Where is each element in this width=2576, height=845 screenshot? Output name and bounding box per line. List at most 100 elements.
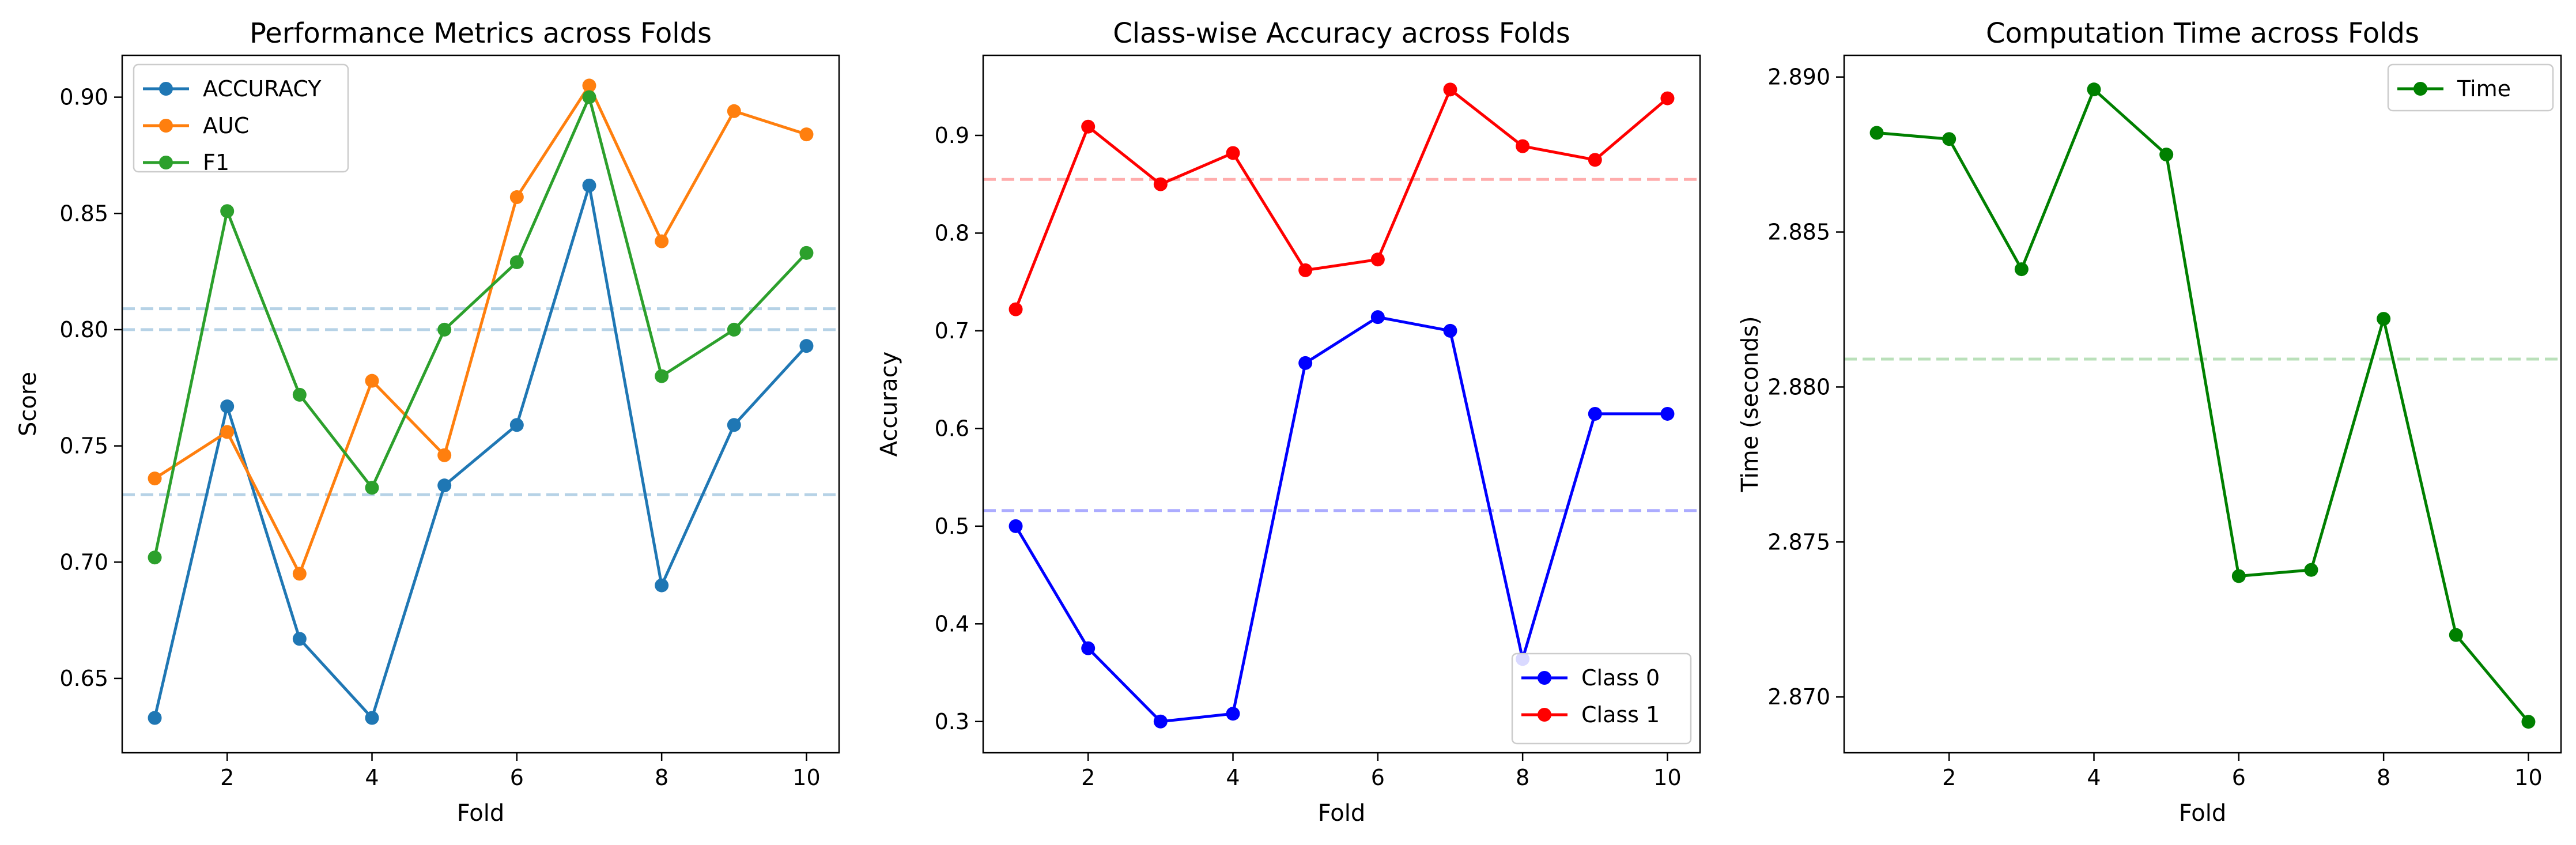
legend-label: ACCURACY <box>203 76 322 101</box>
data-point <box>1869 126 1884 140</box>
y-tick-label: 0.75 <box>59 433 108 459</box>
x-tick-label: 8 <box>655 765 668 790</box>
x-tick-label: 2 <box>1081 765 1095 790</box>
y-tick-label: 0.4 <box>935 611 969 636</box>
data-point <box>2159 148 2174 162</box>
data-point <box>1153 177 1168 191</box>
data-point <box>1942 132 1956 146</box>
legend-label: Class 0 <box>1581 665 1660 691</box>
series-line <box>1876 88 2530 723</box>
legend-marker <box>159 119 173 133</box>
data-point <box>292 387 307 402</box>
data-point <box>727 104 741 118</box>
x-tick-label: 10 <box>2514 765 2542 790</box>
x-tick-label: 10 <box>1653 765 1681 790</box>
y-tick-label: 0.6 <box>935 416 969 441</box>
data-point <box>582 90 596 104</box>
series-line <box>153 96 808 558</box>
data-point <box>2377 312 2391 326</box>
data-point <box>727 322 741 337</box>
data-point <box>2231 569 2246 583</box>
x-tick-label: 8 <box>1516 765 1529 790</box>
data-point <box>148 550 162 565</box>
legend-marker <box>159 82 173 96</box>
plot-frame <box>121 54 840 754</box>
data-point <box>1588 153 1602 167</box>
chart-title: Class-wise Accuracy across Folds <box>1113 17 1570 50</box>
data-point <box>1081 641 1096 655</box>
x-tick-label: 8 <box>2377 765 2390 790</box>
data-point <box>1226 707 1240 721</box>
y-axis-label: Accuracy <box>876 352 902 457</box>
y-axis-label: Time (seconds) <box>1737 316 1763 492</box>
data-point <box>220 399 235 414</box>
x-tick-label: 4 <box>2087 765 2101 790</box>
data-point <box>1009 302 1023 316</box>
data-point <box>292 567 307 581</box>
legend-label: Time <box>2457 76 2511 101</box>
series-line <box>153 184 808 719</box>
data-point <box>1588 406 1602 421</box>
data-point <box>220 204 235 218</box>
y-axis-label: Score <box>15 372 41 436</box>
legend-marker <box>1538 671 1551 685</box>
x-tick-label: 6 <box>1371 765 1385 790</box>
chart-title: Computation Time across Folds <box>1986 17 2419 50</box>
data-point <box>1226 146 1240 160</box>
y-tick-label: 0.8 <box>935 220 969 246</box>
legend-label: Class 1 <box>1581 702 1660 727</box>
y-tick-label: 0.85 <box>59 201 108 226</box>
data-point <box>1153 714 1168 729</box>
data-point <box>292 632 307 646</box>
data-point <box>1443 82 1457 97</box>
data-point <box>2014 262 2029 277</box>
legend-marker <box>1538 708 1551 722</box>
y-tick-label: 0.65 <box>59 666 108 691</box>
data-point <box>1660 406 1675 421</box>
data-point <box>1660 91 1675 105</box>
data-point <box>655 234 669 248</box>
chart-2: 2 4 6 8 10 0.3 0.4 0.5 0.6 0.7 0.8 0.9 Class-wise Ac… <box>876 17 1701 827</box>
plot-frame <box>1843 54 2562 754</box>
x-tick-label: 10 <box>792 765 820 790</box>
x-tick-label: 2 <box>220 765 234 790</box>
y-tick-label: 2.875 <box>1767 529 1830 554</box>
data-point <box>2304 563 2318 577</box>
x-axis-label: Fold <box>2179 800 2227 827</box>
x-tick-label: 6 <box>510 765 524 790</box>
data-point <box>509 190 524 205</box>
y-tick-label: 2.880 <box>1767 374 1830 399</box>
y-tick-label: 0.9 <box>935 123 969 148</box>
y-tick-label: 0.5 <box>935 514 969 539</box>
data-point <box>2521 715 2536 729</box>
x-axis-label: Fold <box>1318 800 1366 827</box>
data-point <box>1298 263 1313 277</box>
data-point <box>582 178 596 193</box>
data-point <box>1516 139 1530 153</box>
y-tick-label: 2.885 <box>1767 220 1830 245</box>
y-tick-label: 2.870 <box>1767 684 1830 710</box>
series-line <box>1014 315 1668 723</box>
data-point <box>1009 519 1023 533</box>
x-tick-label: 4 <box>1226 765 1240 790</box>
data-point <box>2449 628 2463 642</box>
x-tick-label: 4 <box>365 765 379 790</box>
data-point <box>437 478 452 493</box>
data-point <box>148 711 162 725</box>
chart-3: 2 4 6 8 10 2.870 2.875 2.880 2.885 2.890 Computati… <box>1737 17 2562 827</box>
y-tick-label: 0.80 <box>59 317 108 342</box>
data-point <box>437 448 452 462</box>
data-point <box>799 339 814 353</box>
data-point <box>365 374 379 388</box>
data-point <box>1370 310 1385 325</box>
series-line <box>1014 88 1669 310</box>
y-tick-label: 0.3 <box>935 709 969 734</box>
data-point <box>582 78 596 93</box>
data-point <box>1298 356 1313 370</box>
chart-title: Performance Metrics across Folds <box>250 17 712 50</box>
data-point <box>1443 323 1457 338</box>
data-point <box>1370 252 1385 267</box>
data-point <box>655 369 669 383</box>
data-point <box>1081 119 1096 134</box>
